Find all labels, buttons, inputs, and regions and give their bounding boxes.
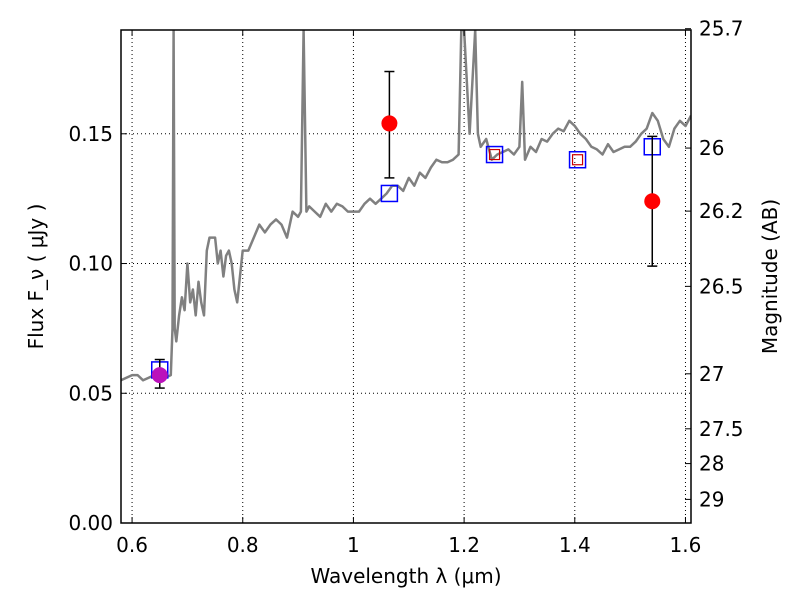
model-photometry-square <box>568 150 587 169</box>
observed-flux-square <box>571 154 584 166</box>
x-tick-label: 0.6 <box>116 533 148 557</box>
y-tick-label: 0.15 <box>68 122 113 146</box>
x-tick-label: 0.8 <box>227 533 259 557</box>
y2-tick-label: 28 <box>699 452 724 476</box>
y2-tick-label: 27 <box>699 362 724 386</box>
y-tick-label: 0.10 <box>68 252 113 276</box>
spectrum-line <box>121 30 691 382</box>
y2-axis-title: Magnitude (AB) <box>758 199 782 354</box>
y-tick-label: 0.00 <box>68 511 113 535</box>
model-photometry-square <box>380 184 399 203</box>
y2-tick-label: 27.5 <box>699 417 744 441</box>
observed-flux-square <box>488 148 501 161</box>
axis-ticks: 0.6 0.8 1 1.2 1.4 1.6 0.00 0.05 0.10 0.15 25.7 26 26… <box>68 17 743 557</box>
y2-tick-label: 26.5 <box>699 274 744 298</box>
plot-frame <box>120 29 692 524</box>
y2-tick-label: 29 <box>699 487 724 511</box>
observed-flux-point <box>381 115 398 132</box>
plot-area <box>121 30 691 389</box>
x-tick-label: 1.2 <box>448 533 480 557</box>
y-tick-label: 0.05 <box>68 381 113 405</box>
x-axis-title: Wavelength λ (μm) <box>310 564 501 588</box>
model-photometry-square <box>485 145 504 164</box>
grid-lines <box>121 30 691 523</box>
x-tick-label: 1.4 <box>559 533 591 557</box>
observed-flux-point <box>151 367 168 384</box>
observed-flux-point <box>644 193 661 210</box>
y2-tick-label: 26 <box>699 136 724 160</box>
y2-tick-label: 26.2 <box>699 199 744 223</box>
x-tick-label: 1.6 <box>670 533 702 557</box>
x-tick-label: 1 <box>347 533 360 557</box>
y2-tick-label: 25.7 <box>699 17 744 41</box>
y-axis-title: Flux F_ν ( μJy ) <box>24 204 48 350</box>
